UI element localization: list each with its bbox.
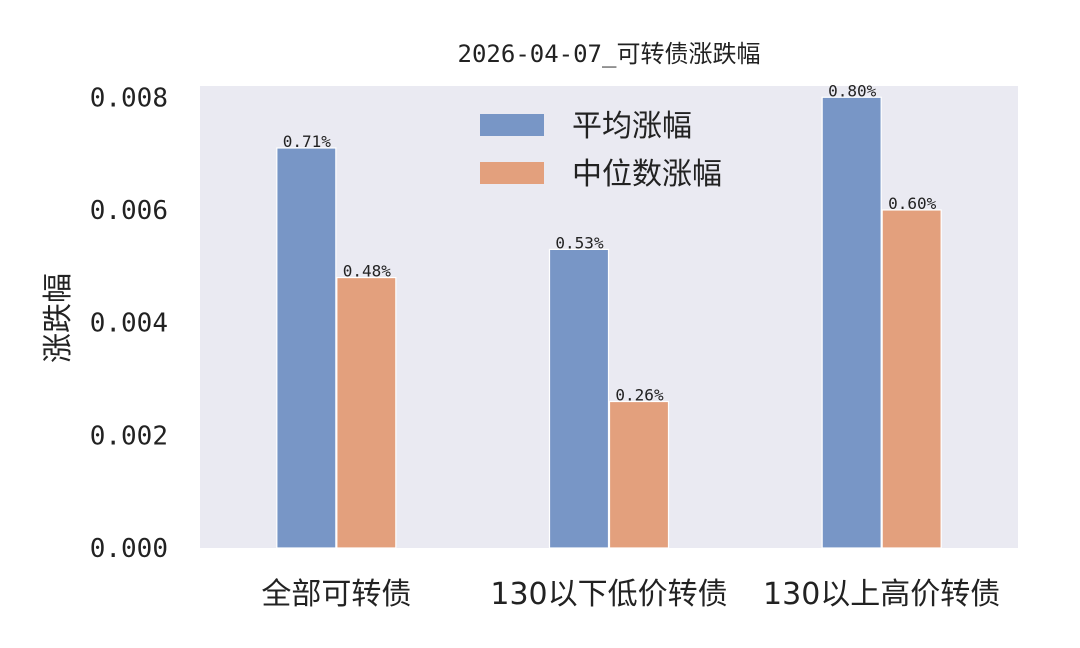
data-label: 0.53% <box>555 233 604 252</box>
chart-title: 2026-04-07_可转债涨跌幅 <box>458 40 761 68</box>
bar-median <box>336 276 397 549</box>
data-labels-group: 0.71% 0.48% 0.53% 0.26% 0.80% 0.60% <box>283 81 937 404</box>
legend-swatch <box>480 162 544 184</box>
data-label: 0.80% <box>828 81 877 100</box>
data-label: 0.26% <box>615 386 664 405</box>
legend-swatch <box>480 114 544 136</box>
x-tick-label: 130以上高价转债 <box>763 577 1000 612</box>
y-tick-label: 0.000 <box>90 534 168 564</box>
data-label: 0.71% <box>283 132 332 151</box>
y-axis-ticks: 0.000 0.002 0.004 0.006 0.008 <box>90 83 168 564</box>
y-tick-label: 0.008 <box>90 83 168 113</box>
x-tick-label: 全部可转债 <box>261 577 411 612</box>
bar-median <box>881 209 942 549</box>
x-tick-label: 130以下低价转债 <box>490 577 727 612</box>
bar-mean <box>821 96 882 549</box>
y-tick-label: 0.002 <box>90 421 168 451</box>
y-tick-label: 0.006 <box>90 196 168 226</box>
y-tick-label: 0.004 <box>90 309 168 339</box>
y-axis-label: 涨跌幅 <box>41 273 76 363</box>
x-axis-ticks: 全部可转债 130以下低价转债 130以上高价转债 <box>261 577 1000 612</box>
legend-label: 中位数涨幅 <box>572 157 722 192</box>
bar-median <box>608 400 670 549</box>
bar-mean <box>276 147 337 549</box>
data-label: 0.48% <box>343 262 392 281</box>
legend-label: 平均涨幅 <box>572 109 692 144</box>
bar-mean <box>548 248 610 549</box>
data-label: 0.60% <box>888 194 937 213</box>
bars-group <box>276 96 942 549</box>
